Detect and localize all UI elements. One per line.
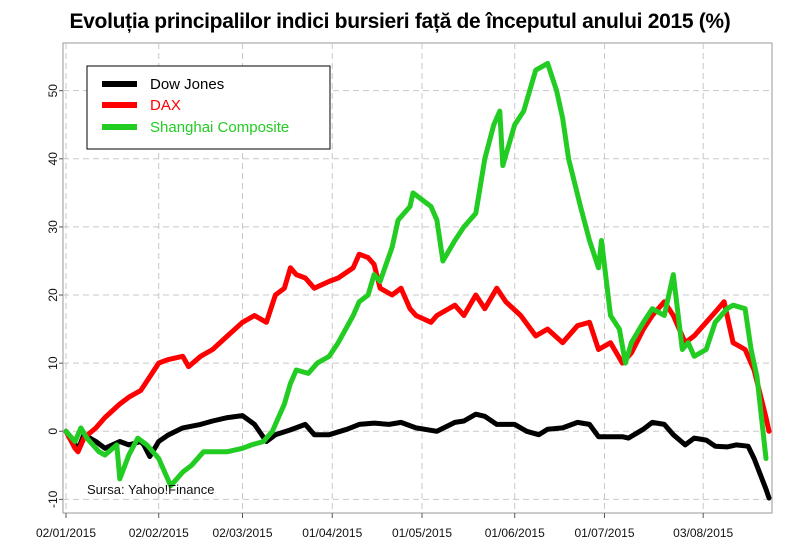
x-tick-label: 02/01/2015	[36, 526, 96, 540]
y-tick-label: 10	[46, 356, 60, 370]
x-tick-label: 01/05/2015	[392, 526, 452, 540]
series-line-dow-jones	[63, 411, 772, 501]
series-line-dax	[63, 251, 772, 455]
axes: -10 0 10 20 30 40 50 02/01/2015 02/02/2015 02/03/…	[36, 84, 734, 540]
y-tick-label: 50	[46, 84, 60, 98]
y-tick-label: 20	[46, 288, 60, 302]
legend-label-dax: DAX	[150, 97, 181, 114]
y-tick-label: 40	[46, 152, 60, 166]
series-line-shanghai-composite	[63, 60, 769, 489]
legend-label-dow-jones: Dow Jones	[150, 76, 224, 93]
x-tick-label: 01/04/2015	[302, 526, 362, 540]
series-lines	[63, 60, 772, 501]
x-tick-label: 01/07/2015	[574, 526, 634, 540]
x-tick-label: 01/06/2015	[485, 526, 545, 540]
x-tick-label: 02/02/2015	[129, 526, 189, 540]
y-tick-label: -10	[46, 490, 60, 508]
chart-title: Evoluția principalilor indici bursieri f…	[69, 10, 731, 33]
y-tick-label: 0	[46, 428, 60, 435]
y-tick-label: 30	[46, 220, 60, 234]
source-note: Sursa: Yahoo!Finance	[87, 482, 214, 497]
legend-label-shanghai: Shanghai Composite	[150, 119, 289, 136]
x-tick-label: 03/08/2015	[673, 526, 733, 540]
legend: Dow Jones DAX Shanghai Composite	[86, 65, 331, 150]
x-tick-label: 02/03/2015	[212, 526, 272, 540]
